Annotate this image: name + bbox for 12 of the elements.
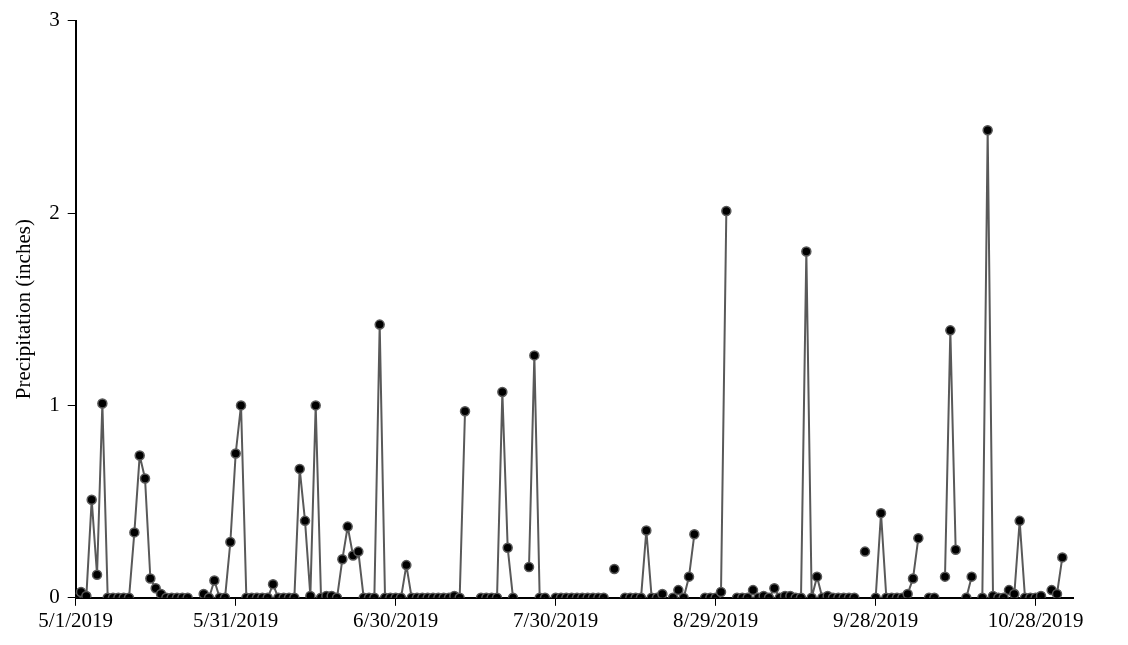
x-tick-label: 6/30/2019 [353, 607, 439, 632]
y-tick-label: 3 [49, 7, 60, 32]
x-tick-label: 5/1/2019 [38, 607, 114, 632]
x-tick-label: 8/29/2019 [673, 607, 759, 632]
y-tick-label: 2 [49, 199, 60, 224]
y-axis-title: Precipitation (inches) [11, 219, 36, 400]
x-tick-label: 7/30/2019 [513, 607, 599, 632]
x-tick-label: 9/28/2019 [833, 607, 919, 632]
x-tick-label: 5/31/2019 [193, 607, 279, 632]
y-tick-label: 1 [49, 391, 60, 416]
x-tick-label: 10/28/2019 [987, 607, 1084, 632]
y-tick-label: 0 [49, 584, 60, 609]
